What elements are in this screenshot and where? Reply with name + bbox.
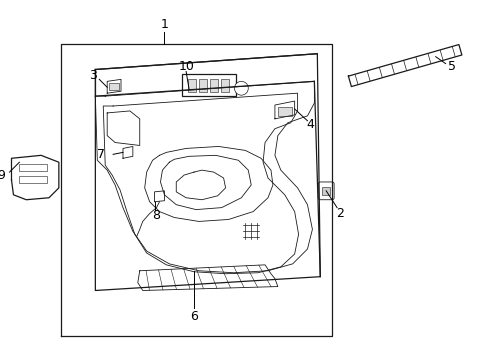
Bar bbox=[220, 79, 228, 92]
Bar bbox=[182, 75, 236, 96]
Bar bbox=[109, 83, 119, 90]
Text: 10: 10 bbox=[178, 60, 194, 73]
Bar bbox=[20, 164, 47, 171]
Text: 7: 7 bbox=[97, 148, 105, 161]
Ellipse shape bbox=[234, 81, 248, 95]
Text: 8: 8 bbox=[152, 209, 160, 222]
Text: 1: 1 bbox=[160, 18, 168, 31]
Bar bbox=[209, 79, 217, 92]
Text: 2: 2 bbox=[335, 207, 343, 220]
Text: 5: 5 bbox=[447, 60, 456, 73]
Text: 4: 4 bbox=[306, 118, 314, 131]
Bar bbox=[322, 187, 329, 195]
Bar bbox=[20, 176, 47, 183]
FancyBboxPatch shape bbox=[318, 182, 333, 200]
Bar bbox=[199, 79, 206, 92]
Bar bbox=[188, 79, 196, 92]
Text: 6: 6 bbox=[190, 310, 198, 323]
Text: 9: 9 bbox=[0, 168, 5, 181]
Bar bbox=[277, 107, 291, 116]
Text: 3: 3 bbox=[89, 69, 97, 82]
